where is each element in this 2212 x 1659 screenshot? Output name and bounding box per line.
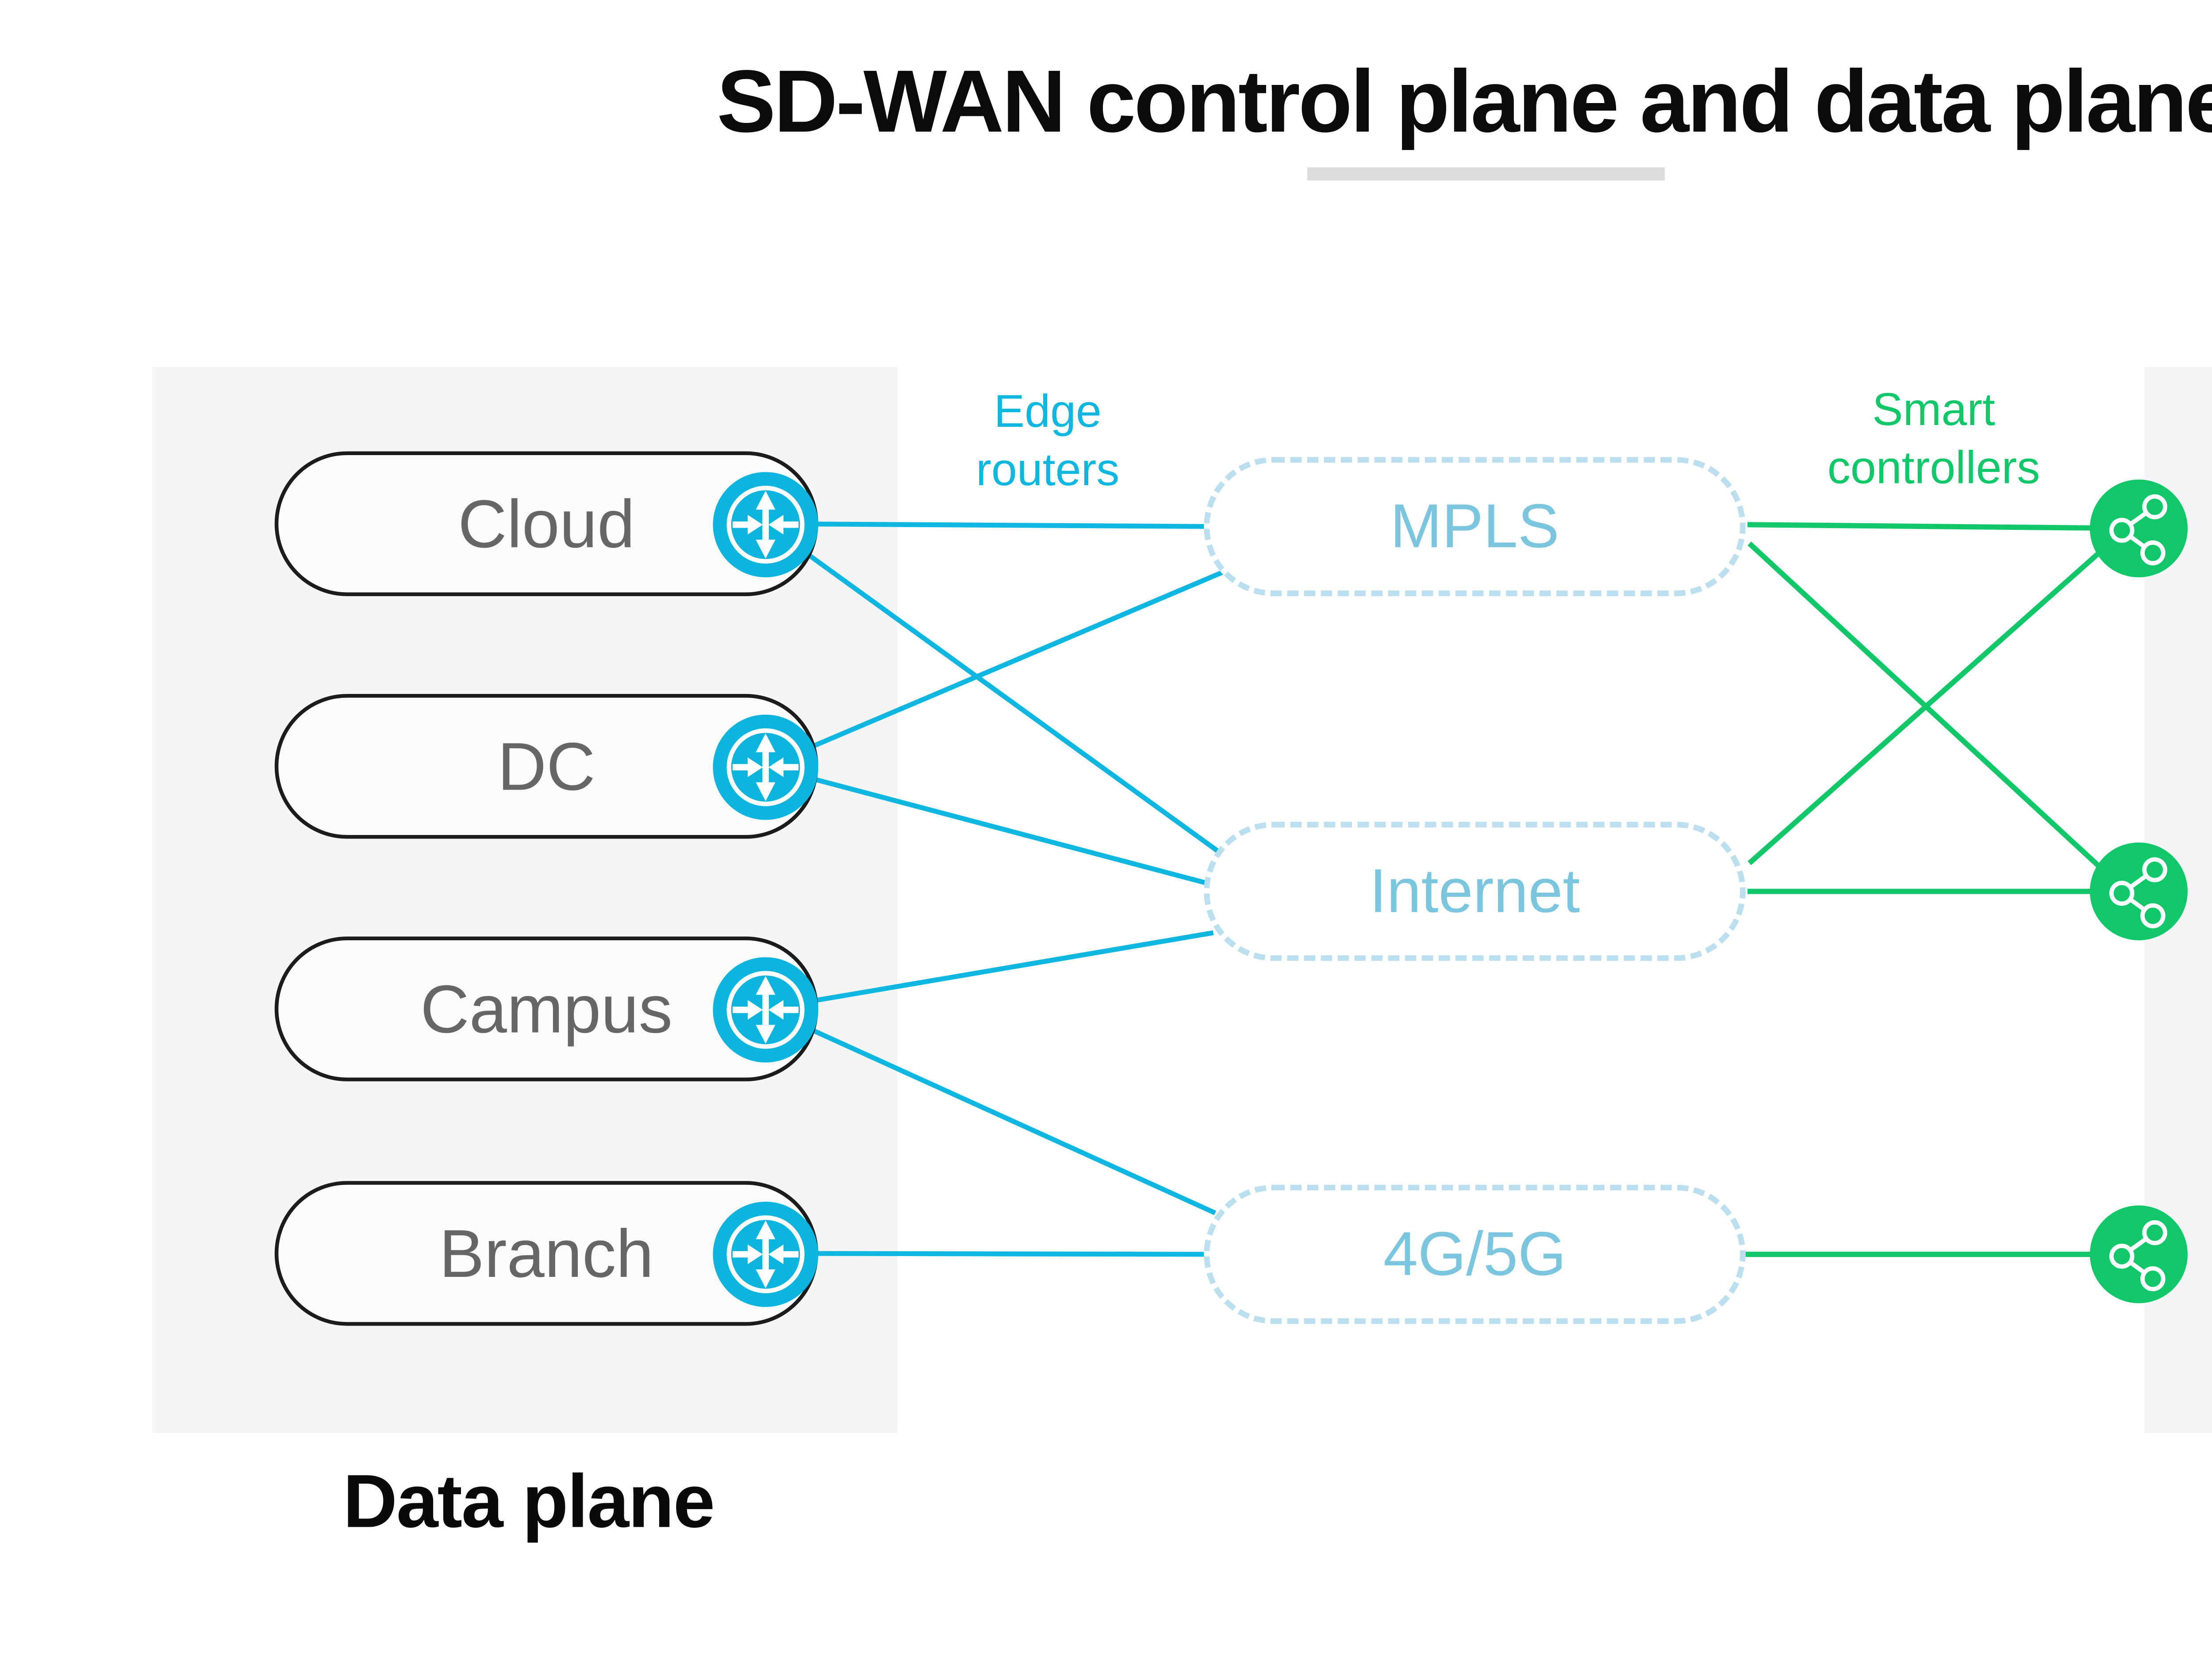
connection-internet-orchestration bbox=[1747, 534, 2120, 866]
connection-cloud-mpls bbox=[765, 521, 1217, 529]
network-pill-mpls: MPLS bbox=[1204, 457, 1746, 596]
site-label: DC bbox=[497, 727, 595, 804]
router-icon bbox=[713, 1200, 818, 1306]
connection-dc-internet bbox=[765, 764, 1210, 886]
network-label: 4G/5G bbox=[1383, 1218, 1567, 1288]
site-label: Campus bbox=[420, 969, 673, 1047]
page-title: SD-WAN control plane and data plane bbox=[717, 50, 2212, 151]
connection-cloud-internet bbox=[764, 521, 1221, 854]
smart-controllers-label: Smart controllers bbox=[1827, 385, 2040, 495]
network-pill-internet: Internet bbox=[1204, 822, 1746, 961]
router-icon bbox=[713, 471, 818, 577]
network-label: MPLS bbox=[1390, 490, 1559, 561]
site-pill-branch: Branch bbox=[274, 1181, 818, 1326]
connection-branch-4g5g bbox=[765, 1251, 1217, 1257]
connection-campus-4g5g bbox=[764, 1007, 1217, 1215]
site-label: Branch bbox=[439, 1214, 654, 1291]
edge-routers-label: Edge routers bbox=[976, 387, 1120, 497]
share-icon bbox=[2089, 842, 2188, 940]
connection-mpls-analytics bbox=[1747, 541, 2120, 886]
data-plane-caption: Data plane bbox=[343, 1461, 715, 1544]
connection-mpls-orchestration bbox=[1747, 522, 2139, 531]
connection-campus-internet bbox=[765, 930, 1214, 1011]
share-icon bbox=[2089, 479, 2188, 578]
connection-dc-mpls bbox=[764, 567, 1229, 769]
network-pill-4g5g: 4G/5G bbox=[1204, 1184, 1746, 1324]
site-label: Cloud bbox=[458, 484, 635, 562]
title-underline bbox=[1307, 167, 1665, 181]
router-icon bbox=[713, 956, 818, 1062]
network-label: Internet bbox=[1369, 855, 1580, 925]
router-icon bbox=[713, 713, 818, 819]
share-icon bbox=[2089, 1205, 2188, 1303]
